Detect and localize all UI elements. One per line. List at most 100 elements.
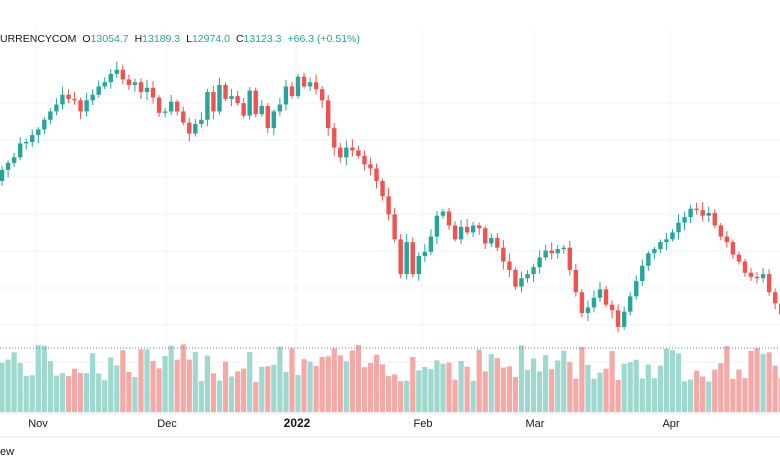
volume-bar	[694, 370, 700, 412]
candle-body	[676, 222, 681, 233]
volume-bar	[132, 376, 138, 412]
volume-bar	[77, 372, 84, 412]
candle-body	[259, 105, 264, 115]
candle-body	[766, 274, 772, 293]
candle-body	[495, 237, 500, 248]
candle-body	[114, 69, 119, 74]
candle-body	[682, 217, 687, 223]
volume-bar	[235, 371, 241, 412]
volume-bar	[349, 350, 355, 412]
volume-bar	[470, 380, 476, 412]
volume-bar	[428, 368, 434, 412]
volume-bar	[90, 353, 96, 412]
volume-bar	[186, 359, 192, 412]
candle-body	[730, 242, 736, 255]
candle-body	[253, 90, 258, 115]
volume-bar	[639, 378, 645, 412]
grid-lines	[0, 28, 780, 413]
candle-body	[102, 82, 107, 87]
x-tick-label: Apr	[662, 418, 679, 430]
volume-bar	[59, 373, 66, 412]
candle-body	[132, 82, 138, 86]
candle-body	[96, 86, 101, 95]
candle-body	[380, 180, 385, 197]
volume-bar	[114, 365, 120, 412]
candle-body	[17, 143, 23, 158]
candle-body	[126, 79, 132, 86]
volume-bar	[156, 368, 162, 412]
candle-body	[585, 307, 591, 314]
candle-body	[452, 225, 458, 240]
candle-body	[555, 249, 560, 254]
volume-bar	[591, 378, 597, 412]
volume-bar	[29, 375, 35, 412]
candle-body	[603, 289, 609, 305]
candle-body	[332, 128, 337, 148]
candle-body	[338, 147, 343, 158]
candle-body	[307, 82, 313, 87]
footer-text[interactable]: ew	[0, 446, 15, 458]
volume-bar	[736, 369, 742, 412]
volume-bar	[440, 363, 446, 412]
volume-bar	[778, 377, 780, 412]
volume-bar	[458, 360, 464, 412]
candle-body	[652, 249, 657, 254]
volume-bar	[331, 348, 337, 412]
candle-body	[440, 211, 446, 216]
candle-body	[144, 87, 150, 92]
volume-bar	[452, 379, 458, 412]
volume-bar	[434, 360, 440, 412]
candle-body	[90, 94, 95, 101]
volume-bar	[126, 371, 132, 412]
candle-body	[428, 236, 434, 252]
volume-bar	[53, 375, 59, 412]
candle-body	[700, 210, 705, 216]
candle-body	[0, 169, 5, 181]
volume-bar	[398, 381, 404, 412]
candle-body	[772, 292, 778, 304]
candle-body	[156, 97, 162, 113]
volume-bar	[222, 361, 229, 412]
volume-bar	[500, 367, 506, 412]
close-key: C	[235, 33, 244, 45]
candle-body	[229, 96, 234, 99]
candle-body	[350, 147, 355, 151]
volume-bar	[265, 366, 271, 412]
volume-bar	[337, 355, 343, 412]
volume-bar	[210, 373, 217, 412]
candle-body	[501, 247, 506, 262]
volume-bar	[319, 356, 325, 412]
volume-bar	[277, 346, 283, 412]
volume-bar	[84, 373, 90, 412]
volume-bar	[718, 363, 724, 412]
volume-bar	[422, 366, 428, 412]
candle-body	[205, 91, 210, 120]
volume-bar	[615, 380, 621, 412]
candle-body	[84, 100, 89, 112]
volume-bar	[307, 361, 313, 412]
volume-bar	[518, 345, 525, 412]
volume-bar	[192, 351, 198, 412]
volume-bar	[162, 355, 168, 412]
candle-body	[531, 267, 536, 275]
candle-body	[760, 274, 766, 279]
volume-bar	[198, 381, 204, 412]
open-key: O	[82, 33, 91, 45]
volume-bar	[530, 358, 537, 412]
candle-body	[549, 250, 554, 254]
volume-bar	[138, 349, 144, 412]
candle-body	[356, 150, 361, 156]
x-tick-label: Feb	[414, 418, 433, 430]
candle-body	[561, 247, 566, 250]
volume-bar	[355, 345, 361, 412]
volume-bar	[120, 350, 126, 412]
high-value: 13189.3	[142, 33, 181, 45]
candle-body	[736, 254, 742, 262]
volume-bar	[724, 346, 730, 412]
candle-body	[597, 289, 603, 298]
volume-bar	[386, 376, 392, 412]
volume-bar	[174, 359, 180, 412]
candle-body	[458, 226, 464, 240]
